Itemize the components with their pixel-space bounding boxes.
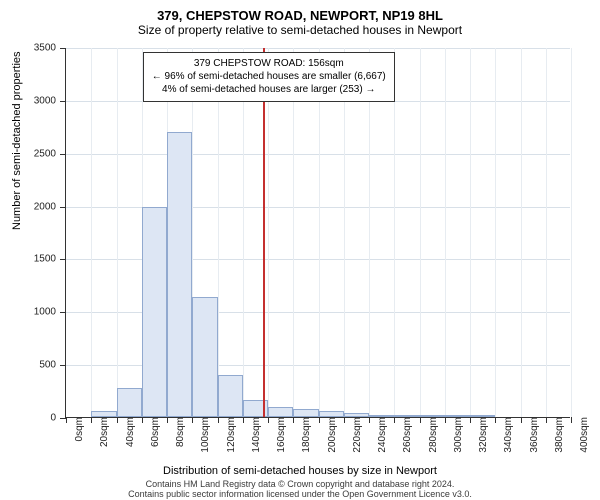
x-tick-label: 280sqm <box>420 417 439 453</box>
x-tick-label: 340sqm <box>495 417 514 453</box>
x-tick-label: 220sqm <box>344 417 363 453</box>
x-tick-label: 180sqm <box>293 417 312 453</box>
x-axis-title: Distribution of semi-detached houses by … <box>0 465 600 477</box>
x-tick-label: 160sqm <box>268 417 287 453</box>
gridline-v <box>470 48 471 417</box>
gridline-v <box>117 48 118 417</box>
histogram-bar <box>445 415 470 417</box>
gridline-v <box>344 48 345 417</box>
x-tick-label: 60sqm <box>142 417 161 447</box>
histogram-bar <box>91 411 116 417</box>
footer-attribution: Contains HM Land Registry data © Crown c… <box>0 480 600 500</box>
gridline-v <box>445 48 446 417</box>
property-marker-line <box>263 48 265 417</box>
gridline-v <box>293 48 294 417</box>
info-box-line-3: 4% of semi-detached houses are larger (2… <box>152 83 386 96</box>
histogram-bar <box>192 297 217 418</box>
gridline-v <box>369 48 370 417</box>
y-axis-title: Number of semi-detached properties <box>11 51 23 230</box>
histogram-bar <box>344 413 369 417</box>
histogram-bar <box>268 407 293 417</box>
x-tick-label: 260sqm <box>394 417 413 453</box>
x-tick-label: 380sqm <box>546 417 565 453</box>
info-box-line-1: 379 CHEPSTOW ROAD: 156sqm <box>152 57 386 70</box>
x-tick-label: 140sqm <box>243 417 262 453</box>
x-tick-label: 20sqm <box>91 417 110 447</box>
gridline-v <box>91 48 92 417</box>
chart-area: 05001000150020002500300035000sqm20sqm40s… <box>65 48 570 418</box>
histogram-bar <box>369 415 394 417</box>
y-tick-label: 3000 <box>34 95 66 106</box>
gridline-v <box>319 48 320 417</box>
gridline-v <box>218 48 219 417</box>
x-tick-label: 300sqm <box>445 417 464 453</box>
histogram-bar <box>167 132 192 417</box>
gridline-v <box>268 48 269 417</box>
info-box-line-2: ← 96% of semi-detached houses are smalle… <box>152 70 386 83</box>
histogram-bar <box>394 415 419 417</box>
x-tick-label: 320sqm <box>470 417 489 453</box>
y-tick-label: 1000 <box>34 307 66 318</box>
gridline-v <box>420 48 421 417</box>
histogram-bar <box>293 409 318 417</box>
x-tick-label: 100sqm <box>192 417 211 453</box>
y-tick-label: 2500 <box>34 148 66 159</box>
y-tick-label: 500 <box>39 360 66 371</box>
x-tick-label: 40sqm <box>117 417 136 447</box>
x-tick-label: 120sqm <box>218 417 237 453</box>
x-tick-label: 240sqm <box>369 417 388 453</box>
y-tick-label: 0 <box>50 413 66 424</box>
gridline-v <box>521 48 522 417</box>
x-tick-label: 80sqm <box>167 417 186 447</box>
y-tick-label: 1500 <box>34 254 66 265</box>
histogram-bar <box>117 388 142 417</box>
x-tick-label: 400sqm <box>571 417 590 453</box>
x-tick-label: 360sqm <box>521 417 540 453</box>
histogram-bar <box>420 415 445 417</box>
info-box: 379 CHEPSTOW ROAD: 156sqm← 96% of semi-d… <box>143 52 395 102</box>
y-tick-label: 2000 <box>34 201 66 212</box>
gridline-v <box>571 48 572 417</box>
histogram-bar <box>142 207 167 417</box>
x-tick-label: 0sqm <box>66 417 85 441</box>
y-tick-label: 3500 <box>34 43 66 54</box>
histogram-bar <box>218 375 243 417</box>
footer-line-2: Contains public sector information licen… <box>0 490 600 500</box>
page-subtitle: Size of property relative to semi-detach… <box>0 23 600 39</box>
gridline-v <box>495 48 496 417</box>
plot-area: 05001000150020002500300035000sqm20sqm40s… <box>65 48 570 418</box>
gridline-v <box>394 48 395 417</box>
gridline-v <box>546 48 547 417</box>
histogram-bar <box>319 411 344 417</box>
histogram-bar <box>470 415 495 417</box>
gridline-v <box>243 48 244 417</box>
page-title: 379, CHEPSTOW ROAD, NEWPORT, NP19 8HL <box>0 0 600 23</box>
x-tick-label: 200sqm <box>319 417 338 453</box>
